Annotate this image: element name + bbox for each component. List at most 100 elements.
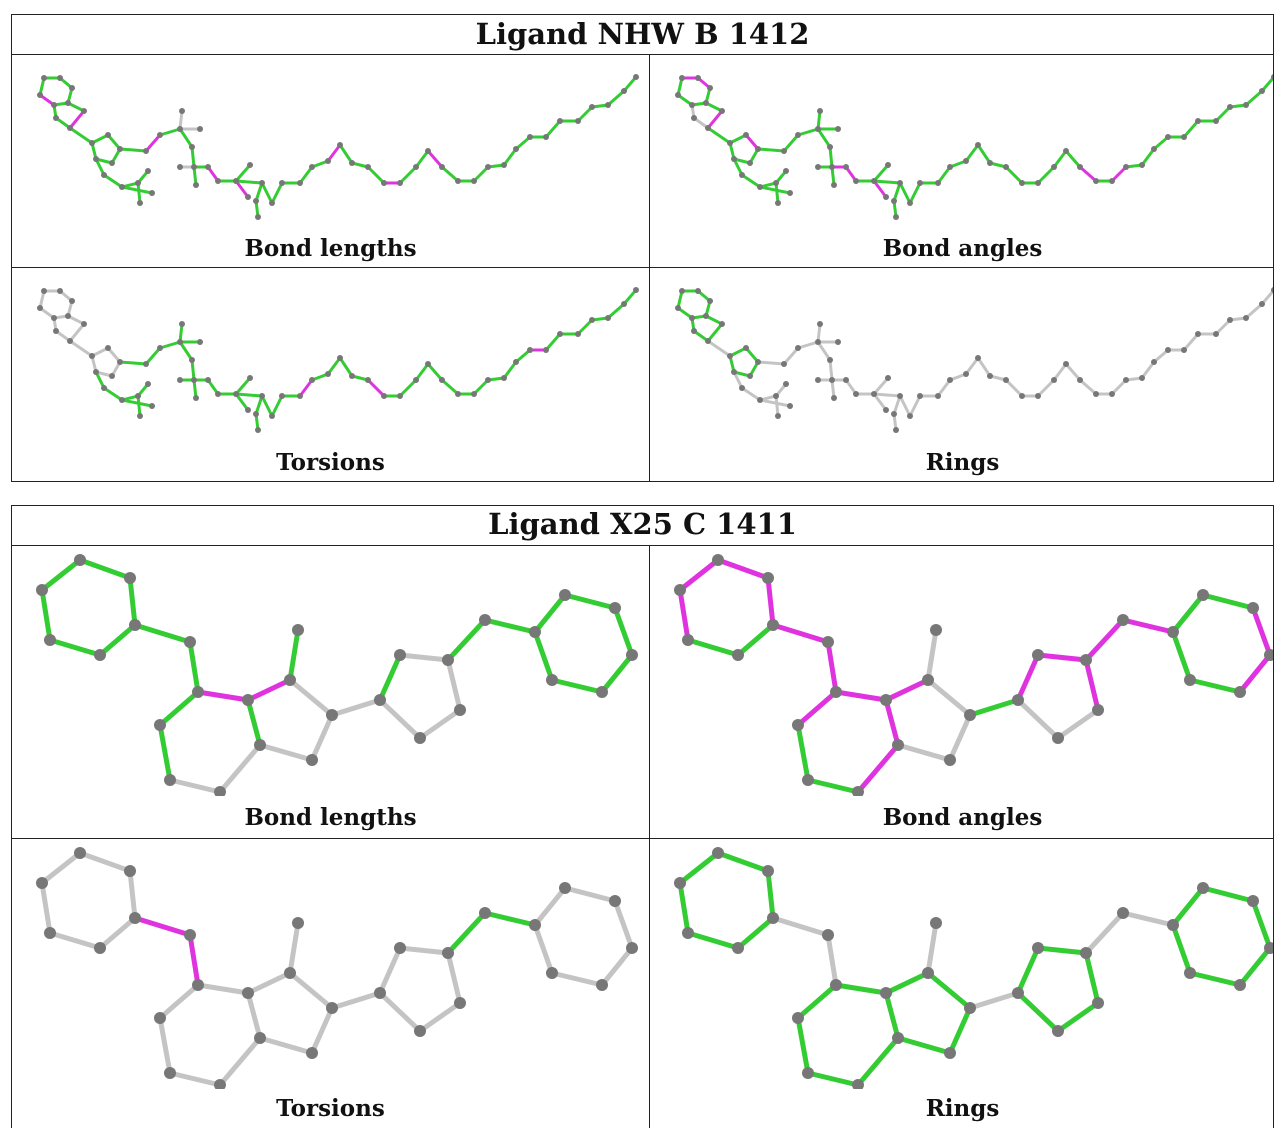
bond (758, 398, 792, 408)
atom (53, 115, 59, 121)
atom (689, 315, 695, 321)
atom (145, 381, 151, 387)
atom (907, 200, 913, 206)
bond (234, 179, 250, 199)
atom (695, 75, 701, 81)
atom (883, 407, 889, 413)
bond (532, 592, 568, 635)
atom (609, 895, 621, 907)
atom (557, 118, 563, 124)
ligand-table-nhw: Ligand NHW B 1412 Bond lengths Bond angl… (11, 14, 1274, 482)
atom (53, 328, 59, 334)
bond (782, 133, 800, 153)
atom (205, 164, 211, 170)
atom (149, 190, 155, 196)
atom (109, 160, 115, 166)
bond (1004, 378, 1024, 398)
atom (727, 140, 733, 146)
atom (815, 377, 821, 383)
atom (485, 164, 491, 170)
atom (987, 160, 993, 166)
atom (1264, 649, 1273, 661)
atom (773, 393, 779, 399)
bond (39, 587, 53, 643)
bond (833, 982, 889, 996)
bond (287, 970, 335, 1011)
atom (633, 74, 639, 80)
atom (1123, 377, 1129, 383)
bond (796, 340, 820, 350)
molecule-diagram (675, 287, 1273, 433)
bond (1187, 677, 1243, 695)
bond (872, 392, 902, 398)
atom (527, 347, 533, 353)
bond (257, 1035, 315, 1056)
bond (830, 165, 836, 187)
bond (872, 376, 890, 396)
atom (781, 361, 787, 367)
bond (1015, 652, 1041, 703)
atom (757, 184, 763, 190)
atom (626, 649, 638, 661)
atom (1093, 391, 1099, 397)
atom (773, 180, 779, 186)
atom (527, 134, 533, 140)
atom (1093, 178, 1099, 184)
atom (893, 427, 899, 433)
atom (880, 987, 892, 999)
bond (167, 777, 223, 795)
atom (975, 355, 981, 361)
bond (1200, 592, 1256, 611)
bond (127, 868, 138, 921)
atom (269, 200, 275, 206)
atom (705, 338, 711, 344)
bond (245, 990, 263, 1041)
bond (1083, 617, 1126, 663)
bond (106, 133, 122, 151)
atom (109, 373, 115, 379)
bond (1052, 149, 1068, 169)
panel-label: Bond lengths (244, 804, 417, 831)
atom (891, 411, 897, 417)
atom (747, 373, 753, 379)
bond (677, 557, 721, 593)
atom (292, 917, 304, 929)
bond (744, 133, 760, 151)
atom (513, 359, 519, 365)
atom (1195, 118, 1201, 124)
bond (257, 742, 315, 763)
bond (77, 850, 133, 874)
bond (158, 340, 182, 350)
atom (589, 104, 595, 110)
atom (1184, 967, 1196, 979)
atom (1051, 164, 1057, 170)
bond (136, 181, 142, 205)
bond (245, 677, 293, 703)
atom (885, 162, 891, 168)
atom (309, 164, 315, 170)
bond (190, 145, 196, 169)
atom (1003, 164, 1009, 170)
bond (816, 127, 832, 149)
bond (47, 930, 103, 951)
bond (612, 605, 635, 658)
panel-bond-lengths: Bond lengths (12, 55, 649, 267)
atom (65, 100, 71, 106)
bond (329, 990, 383, 1011)
atom (682, 634, 694, 646)
atom (795, 345, 801, 351)
bond (532, 885, 568, 928)
atom (835, 126, 841, 132)
atom (621, 301, 627, 307)
bond (685, 637, 741, 658)
atom (414, 732, 426, 744)
atom (1077, 164, 1083, 170)
atom (817, 108, 823, 114)
atom (1227, 317, 1233, 323)
bond (744, 346, 760, 364)
atom (1247, 602, 1259, 614)
atom (719, 108, 725, 114)
bond (192, 165, 198, 187)
ligand-title: Ligand X25 C 1411 (12, 506, 1273, 546)
atom (1003, 377, 1009, 383)
